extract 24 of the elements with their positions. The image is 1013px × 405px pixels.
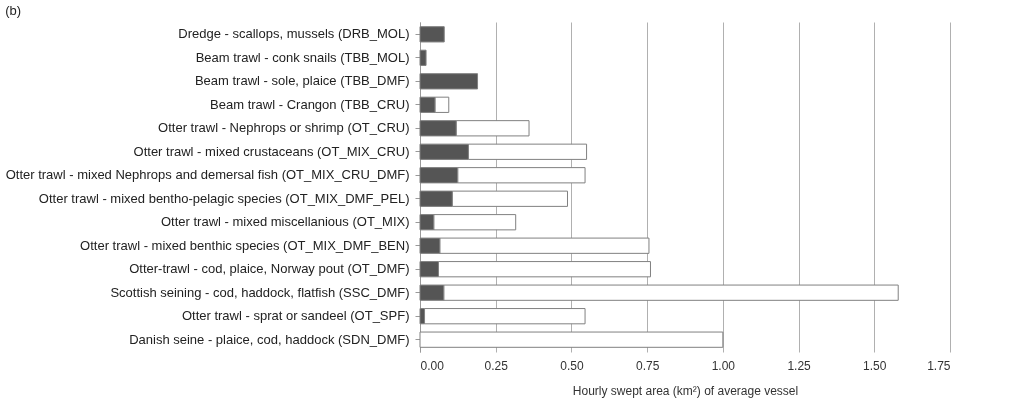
x-tick-label: 1.50 — [863, 358, 887, 373]
y-tick-label: Scottish seining - cod, haddock, flatfish (SSC_DMF) — [110, 284, 410, 300]
y-tick-label: Otter trawl - sprat or sandeel (OT_SPF) — [181, 308, 410, 324]
x-tick-label: 1.25 — [787, 358, 812, 373]
y-tick-label: Otter trawl - mixed crustaceans (OT_MIX_CRU) — [133, 143, 410, 159]
y-tick-label: Beam trawl - sole, plaice (TBB_DMF) — [194, 73, 410, 89]
x-tick-label: 0.00 — [420, 358, 445, 373]
y-tick-label: Otter trawl - mixed bentho-pelagic species (OT_MIX_DMF_PEL) — [38, 190, 410, 206]
y-tick-label: Dredge - scallops, mussels (DRB_MOL) — [178, 26, 410, 42]
x-tick-label: 1.75 — [927, 358, 951, 373]
x-tick-label: 0.50 — [560, 358, 584, 373]
y-tick-label: Otter trawl - mixed Nephrops and demersal fish (OT_MIX_CRU_DMF) — [5, 167, 410, 183]
y-tick-label: Otter trawl - mixed miscellanious (OT_MIX) — [161, 214, 410, 230]
y-tick-label: Otter trawl - mixed benthic species (OT_MIX_DMF_BEN) — [80, 237, 410, 253]
y-tick-label: Beam trawl - conk snails (TBB_MOL) — [195, 49, 410, 65]
x-tick-label: 0.25 — [484, 358, 509, 373]
x-tick-label: 1.00 — [711, 358, 736, 373]
y-tick-label: Otter-trawl - cod, plaice, Norway pout (OT_DMF) — [129, 261, 410, 277]
y-tick-label: Danish seine - plaice, cod, haddock (SDN_DMF) — [129, 331, 410, 347]
x-axis-title: Hourly swept area (km²) of average vessel — [572, 383, 799, 398]
text: (b) — [5, 3, 22, 18]
y-tick-label: Beam trawl - Crangon (TBB_CRU) — [210, 96, 410, 112]
x-tick-label: 0.75 — [635, 358, 660, 373]
y-tick-label: Otter trawl - Nephrops or shrimp (OT_CRU) — [158, 120, 410, 136]
